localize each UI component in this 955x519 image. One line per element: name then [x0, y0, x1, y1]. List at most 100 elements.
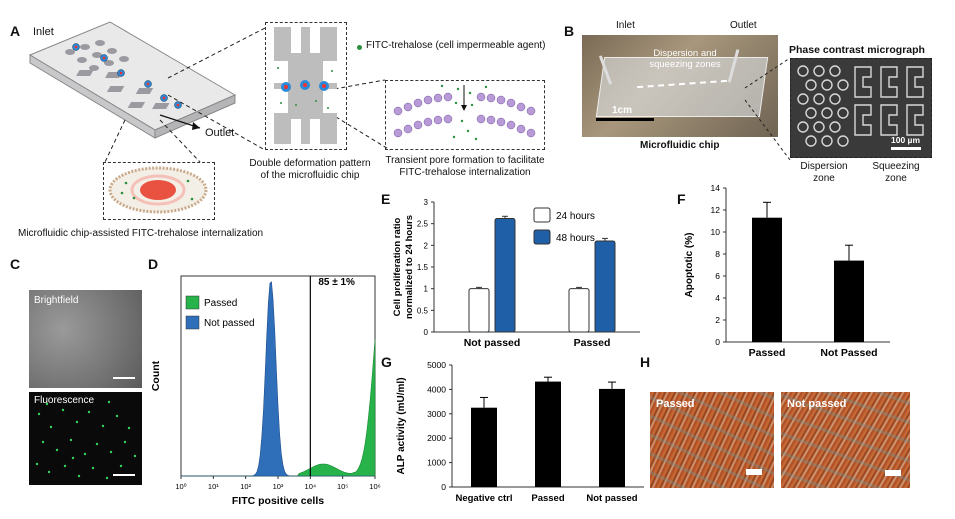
y-tick-label: 2	[715, 315, 720, 325]
dispersion-zone-label: Dispersion zone	[800, 161, 848, 184]
y-tick-label: 0	[715, 337, 720, 347]
y-tick-label: 6	[715, 271, 720, 281]
y-tick-label: 4000	[427, 384, 446, 394]
panel-label-d: D	[148, 256, 159, 272]
fitc-dot-icon	[357, 45, 362, 50]
deformation-inset	[265, 22, 347, 150]
bar	[494, 217, 516, 333]
pore-caption: Transient pore formation to facilitate F…	[385, 155, 545, 178]
x-tick-label: 10⁶	[369, 482, 380, 491]
panel-label-f: F	[677, 191, 686, 207]
zones-label: Dispersion and squeezing zones	[649, 48, 721, 70]
channel-pattern	[274, 27, 337, 144]
histogram-chart: 85 ± 1% 10⁰ 10¹ 10² 10³ 10⁴ 10⁵ 10⁶ FITC positiv…	[150, 275, 381, 507]
stain-image-passed: Passed	[650, 392, 774, 488]
x-axis-label: FITC positive cells	[232, 495, 324, 507]
y-tick-label: 0.5	[417, 306, 429, 315]
bar	[594, 240, 616, 333]
panel-label-b: B	[564, 23, 575, 39]
y-tick-label: 1	[424, 285, 429, 294]
y-tick-label: 3	[424, 198, 429, 207]
double-deformation-caption: Double deformation pattern of the microf…	[249, 158, 371, 181]
y-tick-label: 1000	[427, 458, 446, 468]
category-label: Passed	[574, 337, 611, 349]
h-passed-label: Passed	[656, 398, 695, 410]
legend-label: Passed	[204, 298, 237, 309]
y-axis-label: Apoptotic (%)	[684, 233, 695, 298]
micrograph: 100 µm	[790, 58, 932, 158]
chip-photo: 1cm Dispersion and squeezing zones	[582, 35, 778, 137]
y-axis-label: Cell proliferation ratio	[392, 217, 403, 316]
y-tick-label: 1.5	[417, 263, 429, 272]
bar	[568, 288, 590, 333]
legend-label: Not passed	[204, 318, 255, 329]
panel-label-g: G	[381, 354, 392, 370]
panel-a-caption: Microfluidic chip-assisted FITC-trehalos…	[18, 228, 264, 239]
y-tick-label: 3000	[427, 409, 446, 419]
bar	[834, 260, 864, 342]
panel-label-e: E	[381, 191, 391, 207]
fluorescence-image: Fluorescence	[29, 392, 142, 485]
h-not-passed-label: Not passed	[787, 398, 847, 410]
bar	[471, 407, 497, 487]
legend-label: 48 hours	[556, 233, 595, 244]
x-tick-label: 10²	[240, 482, 251, 491]
chip-caption: Microfluidic chip	[640, 140, 720, 151]
y-axis-label: ALP activity (mU/ml)	[396, 377, 407, 474]
b-inlet-label: Inlet	[616, 20, 635, 31]
category-label: Not passed	[464, 337, 521, 349]
y-tick-label: 0	[424, 328, 429, 337]
y-tick-label: 2.5	[417, 220, 429, 229]
b-outlet-label: Outlet	[730, 20, 757, 31]
y-tick-label: 8	[715, 249, 720, 259]
cell-inset	[103, 162, 215, 220]
category-label: Passed	[531, 493, 564, 504]
y-tick-label: 4	[715, 293, 720, 303]
legend-swatch	[185, 295, 200, 310]
inlet-label: Inlet	[33, 26, 54, 38]
fluorescence-dots	[35, 400, 137, 480]
legend-label: 24 hours	[556, 211, 595, 222]
fluorescence-label: Fluorescence	[34, 395, 95, 406]
category-label: Not Passed	[820, 347, 877, 359]
panel-label-c: C	[10, 256, 21, 272]
squeezing-zone-label: Squeezing zone	[872, 161, 920, 184]
legend-swatch	[533, 229, 551, 245]
panel-label-h: H	[640, 354, 651, 370]
micrograph-title: Phase contrast micrograph	[789, 44, 925, 56]
bar	[468, 288, 490, 333]
y-tick-label: 2	[424, 241, 429, 250]
micro-scale-label: 100 µm	[891, 135, 920, 145]
category-label: Passed	[749, 347, 786, 359]
alp-chart: 0 1000 2000 3000 4000 5000 Negative ctrl Passed…	[396, 360, 644, 504]
bar	[535, 381, 561, 487]
x-tick-label: 10⁵	[337, 482, 348, 491]
chip-illustration	[28, 21, 391, 163]
membrane-illustration	[393, 84, 536, 141]
apoptosis-chart: 0 2 4 6 8 10 12 14 Passed Not Passed Apoptotic (%)	[684, 183, 890, 359]
brightfield-scale-bar	[113, 377, 135, 379]
legend-swatch	[185, 315, 200, 330]
bar	[752, 217, 782, 342]
y-axis-label: normalized to 24 hours	[404, 215, 415, 319]
panel-a: Inlet Outlet Double deformation pattern …	[0, 0, 560, 245]
pore-inset	[385, 80, 545, 150]
proliferation-chart: 0 0.5 1 1.5 2 2.5 3 Not passed Passed Cell prolif…	[392, 198, 640, 349]
panel-label-a: A	[10, 23, 21, 39]
y-tick-label: 12	[711, 205, 721, 215]
brightfield-image: Brightfield	[29, 290, 142, 388]
x-tick-label: 10³	[273, 482, 284, 491]
gate-annotation: 85 ± 1%	[318, 277, 355, 288]
scale-label-1cm: 1cm	[612, 105, 633, 116]
y-tick-label: 10	[711, 227, 721, 237]
histogram-not-passed	[181, 281, 375, 477]
bar	[599, 388, 625, 487]
micrograph-pattern	[797, 65, 924, 150]
brightfield-label: Brightfield	[34, 295, 79, 306]
y-tick-label: 0	[441, 482, 446, 492]
y-tick-label: 14	[711, 183, 721, 193]
scale-bar-1cm	[596, 118, 654, 121]
x-tick-label: 10¹	[208, 482, 219, 491]
x-tick-label: 10⁰	[175, 482, 186, 491]
outlet-label: Outlet	[205, 127, 235, 139]
